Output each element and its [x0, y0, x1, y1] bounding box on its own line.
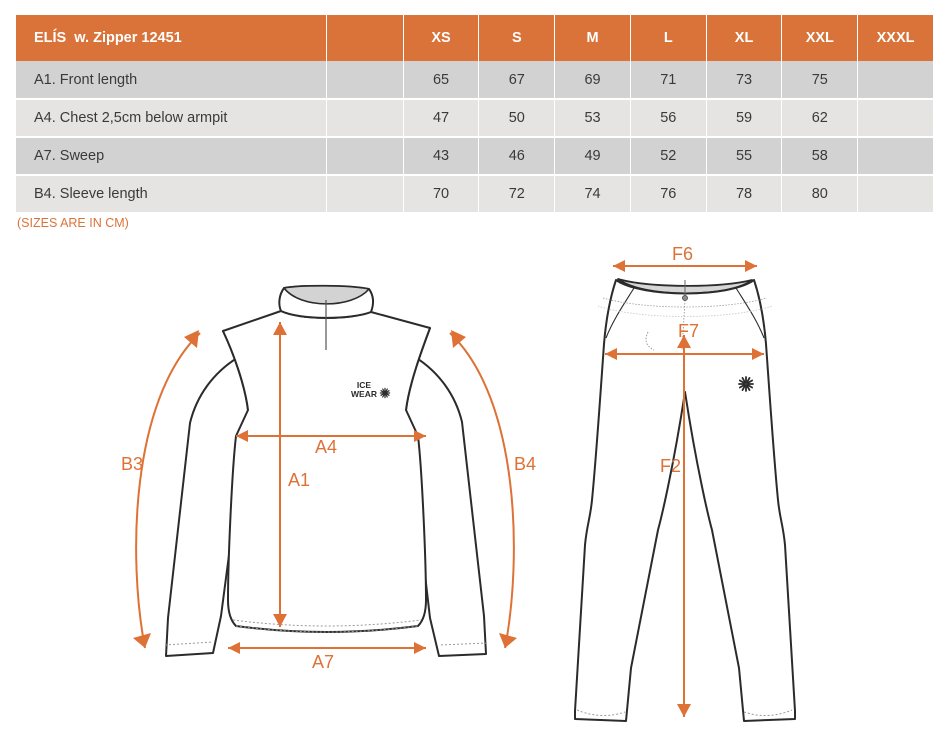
svg-text:F6: F6	[672, 244, 693, 264]
svg-text:F2: F2	[660, 456, 681, 476]
svg-text:A4: A4	[315, 437, 337, 457]
svg-text:F7: F7	[678, 321, 699, 341]
svg-text:B3: B3	[121, 454, 143, 474]
svg-text:A7: A7	[312, 652, 334, 672]
svg-text:A1: A1	[288, 470, 310, 490]
svg-text:WEAR: WEAR	[351, 389, 377, 399]
svg-text:B4: B4	[514, 454, 536, 474]
